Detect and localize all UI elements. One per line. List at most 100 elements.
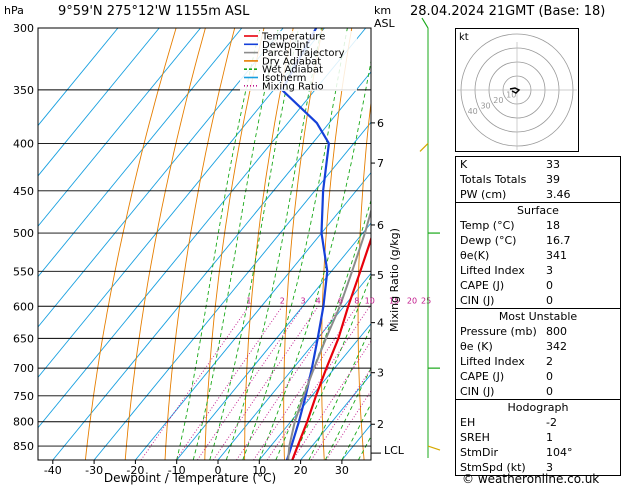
surface-label: CIN (J) <box>460 294 495 307</box>
index-value: 39 <box>546 173 560 186</box>
mixing-ratio-label: 10 <box>365 296 375 305</box>
surface-value: 18 <box>546 219 560 232</box>
hodo-value: 1 <box>546 431 553 444</box>
isotherm-line <box>38 28 119 127</box>
isotherm-line <box>52 71 371 460</box>
unstable-label: Lifted Index <box>460 355 525 368</box>
surface-value: 341 <box>546 249 567 262</box>
skewt-profiles <box>280 28 371 460</box>
isotherm-line <box>217 272 371 460</box>
wet-adiabat-line <box>341 402 371 460</box>
hodo-label: SREH <box>460 431 490 444</box>
index-row: PW (cm) 3.46 <box>456 187 620 202</box>
unstable-value: 342 <box>546 340 567 353</box>
index-label: K <box>460 158 468 171</box>
surface-value: 0 <box>546 279 553 292</box>
mixing-ratio-label: 25 <box>421 296 431 305</box>
unstable-value: 800 <box>546 325 567 338</box>
pressure-tick-label: 750 <box>13 390 34 403</box>
mixing-ratio-axis-label: Mixing Ratio (g/kg) <box>388 228 401 332</box>
location-title: 9°59'N 275°12'W 1155m ASL <box>58 4 250 19</box>
indices-table: K 33 Totals Totals 39 PW (cm) 3.46 Surface Te… <box>455 156 621 476</box>
hodograph-ring-label: 20 <box>493 96 503 105</box>
hodograph-ring-label: 30 <box>480 102 490 111</box>
wind-barb <box>419 143 429 152</box>
wind-barb <box>427 445 441 451</box>
legend-label: Dewpoint <box>262 40 310 51</box>
wet-adiabat-line <box>192 28 279 460</box>
hodograph-ring-label: 10 <box>506 91 516 100</box>
pressure-tick-label: 600 <box>13 300 34 313</box>
wet-adiabat-line <box>225 28 322 460</box>
dry-adiabat-line <box>321 28 353 460</box>
surface-row: Lifted Index 3 <box>456 263 620 278</box>
mixing-ratio-line <box>212 306 319 460</box>
pressure-tick-label: 350 <box>13 84 34 97</box>
hodo-row: StmSpd (kt) 3 <box>456 460 620 475</box>
mixing-ratio-label: 8 <box>354 296 359 305</box>
x-tick-label: 0 <box>215 464 222 477</box>
unstable-row: CIN (J) 0 <box>456 384 620 399</box>
mixing-ratio-label: 15 <box>389 296 399 305</box>
legend-label: Parcel Trajectory <box>262 48 345 59</box>
mixing-ratio-label: 2 <box>280 296 285 305</box>
mixing-ratio-label: 20 <box>407 296 417 305</box>
legend-label: Temperature <box>261 32 325 43</box>
index-label: Totals Totals <box>460 173 527 186</box>
hodo-row: StmDir 104° <box>456 445 620 460</box>
index-row: K 33 <box>456 157 620 172</box>
asl-unit: ASL <box>374 17 395 30</box>
hodo-value: 104° <box>546 446 573 459</box>
surface-value: 16.7 <box>546 234 571 247</box>
legend-label: Isotherm <box>262 73 306 84</box>
dewpoint-profile <box>280 28 331 460</box>
index-value: 3.46 <box>546 188 571 201</box>
surface-row: Dewp (°C) 16.7 <box>456 233 620 248</box>
pressure-tick-label: 700 <box>13 362 34 375</box>
isotherm-line <box>135 171 371 460</box>
hodo-label: EH <box>460 416 476 429</box>
dry-adiabat-line <box>283 28 323 460</box>
wind-barb <box>421 17 429 29</box>
legend-label: Wet Adiabat <box>262 65 323 76</box>
temperature-profile <box>291 235 371 460</box>
unstable-row: Pressure (mb) 800 <box>456 324 620 339</box>
datetime-title: 28.04.2024 21GMT (Base: 18) <box>410 4 606 19</box>
km-tick-label: 6 <box>377 219 384 232</box>
x-tick-label: -10 <box>168 464 186 477</box>
surface-title: Surface <box>517 204 559 217</box>
x-tick-label: 20 <box>294 464 308 477</box>
unstable-label: CAPE (J) <box>460 370 505 383</box>
surface-value: 0 <box>546 294 553 307</box>
hodo-title: Hodograph <box>507 401 569 414</box>
hodo-label: StmSpd (kt) <box>460 461 526 474</box>
surface-row: θe(K) 341 <box>456 248 620 263</box>
parcel-trajectory-profile <box>287 207 371 460</box>
dry-adiabat-line <box>244 28 294 460</box>
unstable-value: 0 <box>546 370 553 383</box>
dry-adiabat-line <box>164 28 236 460</box>
skewt-axes: 1 2 3 4 6 8 10 15 20 2530035040045050055060065070… <box>13 22 431 485</box>
plot-frame <box>37 27 372 461</box>
mixing-ratio-label: 6 <box>338 296 343 305</box>
hodograph-ring-label: 40 <box>468 107 478 116</box>
surface-value: 3 <box>546 264 553 277</box>
pressure-tick-label: 650 <box>13 332 34 345</box>
x-tick-label: 30 <box>335 464 349 477</box>
dry-adiabat-line <box>428 28 444 460</box>
skewt-background-lines <box>38 28 444 460</box>
wet-adiabat-line <box>275 198 371 460</box>
wind-barbs <box>419 17 441 458</box>
km-tick-label: 7 <box>377 157 384 170</box>
legend-bg <box>240 31 357 91</box>
surface-label: θe(K) <box>460 249 490 262</box>
pressure-tick-label: 450 <box>13 185 34 198</box>
legend-label: Dry Adiabat <box>262 56 321 67</box>
unstable-row: θe (K) 342 <box>456 339 620 354</box>
pressure-tick-label: 500 <box>13 227 34 240</box>
index-row: Totals Totals 39 <box>456 172 620 187</box>
pressure-tick-label: 400 <box>13 137 34 150</box>
isotherm-line <box>176 222 371 460</box>
